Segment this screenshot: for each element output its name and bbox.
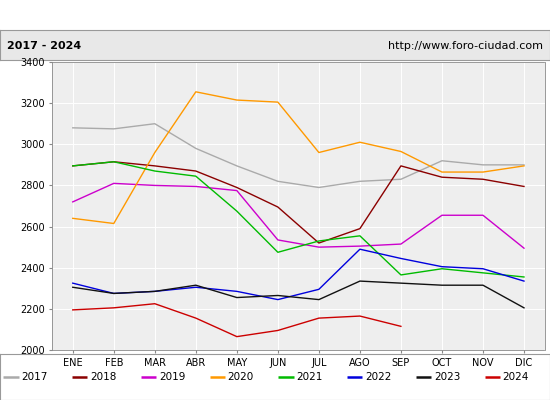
Text: 2022: 2022	[365, 372, 392, 382]
Text: 2023: 2023	[434, 372, 460, 382]
Text: http://www.foro-ciudad.com: http://www.foro-ciudad.com	[388, 42, 543, 52]
Text: 2019: 2019	[159, 372, 185, 382]
Text: 2024: 2024	[503, 372, 529, 382]
Text: Evolucion del paro registrado en Yecla: Evolucion del paro registrado en Yecla	[129, 8, 421, 23]
Text: 2018: 2018	[90, 372, 117, 382]
Text: 2017: 2017	[21, 372, 48, 382]
Text: 2020: 2020	[228, 372, 254, 382]
Text: 2017 - 2024: 2017 - 2024	[7, 42, 81, 52]
Text: 2021: 2021	[296, 372, 323, 382]
